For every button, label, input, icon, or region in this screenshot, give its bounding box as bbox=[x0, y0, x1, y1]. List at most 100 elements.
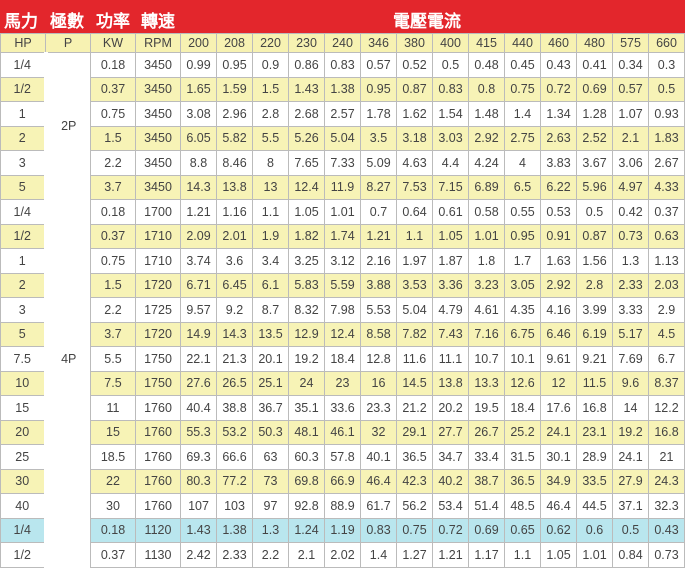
current-cell: 36.7 bbox=[252, 395, 289, 421]
rpm-cell: 3450 bbox=[135, 76, 181, 102]
rpm-cell: 3450 bbox=[135, 52, 181, 78]
current-cell: 107 bbox=[180, 493, 217, 519]
current-cell: 7.53 bbox=[396, 174, 433, 200]
rpm-cell: 1120 bbox=[135, 517, 181, 543]
current-cell: 1.01 bbox=[576, 542, 613, 568]
current-cell: 1.78 bbox=[360, 101, 397, 127]
current-cell: 13.8 bbox=[432, 370, 469, 396]
rpm-cell: 1760 bbox=[135, 395, 181, 421]
rpm-cell: 1700 bbox=[135, 199, 181, 225]
rpm-cell: 1760 bbox=[135, 493, 181, 519]
current-cell: 7.33 bbox=[324, 150, 361, 176]
current-cell: 1.43 bbox=[180, 517, 217, 543]
current-cell: 8.27 bbox=[360, 174, 397, 200]
current-cell: 1.4 bbox=[504, 101, 541, 127]
current-cell: 1.24 bbox=[288, 517, 325, 543]
current-cell: 5.59 bbox=[324, 272, 361, 298]
current-cell: 4.97 bbox=[612, 174, 649, 200]
column-header: 208 bbox=[216, 33, 253, 53]
current-cell: 0.41 bbox=[576, 52, 613, 78]
hp-cell: 1 bbox=[0, 101, 48, 127]
kw-cell: 1.5 bbox=[90, 272, 136, 298]
current-cell: 2.2 bbox=[252, 542, 289, 568]
current-cell: 34.9 bbox=[540, 468, 577, 494]
current-cell: 6.22 bbox=[540, 174, 577, 200]
current-cell: 5.96 bbox=[576, 174, 613, 200]
current-cell: 1.21 bbox=[360, 223, 397, 249]
current-cell: 38.8 bbox=[216, 395, 253, 421]
rpm-cell: 1760 bbox=[135, 444, 181, 470]
hp-cell: 25 bbox=[0, 444, 48, 470]
table-row: 1/2 0.37 3450 1.65 1.59 1.5 1.43 1.38 0.95 0.87 0.… bbox=[0, 76, 685, 102]
current-cell: 97 bbox=[252, 493, 289, 519]
current-cell: 12.4 bbox=[324, 321, 361, 347]
table-row: 25 18.5 1760 69.3 66.6 63 60.3 57.8 40.1 36.5 34.7… bbox=[0, 444, 685, 470]
current-cell: 2.1 bbox=[288, 542, 325, 568]
current-cell: 3.6 bbox=[216, 248, 253, 274]
column-header: 480 bbox=[576, 33, 613, 53]
current-cell: 1.43 bbox=[288, 76, 325, 102]
current-cell: 5.26 bbox=[288, 125, 325, 151]
hp-cell: 20 bbox=[0, 419, 48, 445]
current-cell: 14 bbox=[612, 395, 649, 421]
current-cell: 26.5 bbox=[216, 370, 253, 396]
current-cell: 46.1 bbox=[324, 419, 361, 445]
kw-cell: 0.37 bbox=[90, 223, 136, 249]
current-cell: 8.37 bbox=[648, 370, 685, 396]
current-cell: 4.16 bbox=[540, 297, 577, 323]
kw-cell: 22 bbox=[90, 468, 136, 494]
current-cell: 11.1 bbox=[432, 346, 469, 372]
kw-cell: 30 bbox=[90, 493, 136, 519]
current-cell: 57.8 bbox=[324, 444, 361, 470]
rpm-cell: 3450 bbox=[135, 125, 181, 151]
current-cell: 0.57 bbox=[360, 52, 397, 78]
kw-cell: 15 bbox=[90, 419, 136, 445]
current-cell: 12.6 bbox=[504, 370, 541, 396]
column-header: P bbox=[45, 33, 91, 53]
current-cell: 0.45 bbox=[504, 52, 541, 78]
current-cell: 0.52 bbox=[396, 52, 433, 78]
current-cell: 2.8 bbox=[252, 101, 289, 127]
current-cell: 4.63 bbox=[396, 150, 433, 176]
current-cell: 11.6 bbox=[396, 346, 433, 372]
current-cell: 0.62 bbox=[540, 517, 577, 543]
current-cell: 0.99 bbox=[180, 52, 217, 78]
rpm-cell: 1710 bbox=[135, 223, 181, 249]
current-cell: 0.86 bbox=[288, 52, 325, 78]
hp-cell: 1/4 bbox=[0, 52, 48, 78]
current-cell: 1.01 bbox=[468, 223, 505, 249]
rpm-cell: 1720 bbox=[135, 321, 181, 347]
current-cell: 13.3 bbox=[468, 370, 505, 396]
current-cell: 0.69 bbox=[576, 76, 613, 102]
hp-cell: 1/4 bbox=[0, 199, 48, 225]
table-row: 1 0.75 3450 3.08 2.96 2.8 2.68 2.57 1.78 1.62 1.54… bbox=[0, 101, 685, 127]
current-cell: 1.16 bbox=[216, 199, 253, 225]
current-cell: 56.2 bbox=[396, 493, 433, 519]
current-cell: 0.95 bbox=[360, 76, 397, 102]
current-cell: 11.5 bbox=[576, 370, 613, 396]
current-cell: 1.05 bbox=[288, 199, 325, 225]
hp-cell: 3 bbox=[0, 297, 48, 323]
current-cell: 69.3 bbox=[180, 444, 217, 470]
rpm-cell: 1760 bbox=[135, 419, 181, 445]
kw-cell: 0.75 bbox=[90, 248, 136, 274]
current-cell: 0.72 bbox=[432, 517, 469, 543]
current-cell: 5.04 bbox=[396, 297, 433, 323]
current-cell: 32.3 bbox=[648, 493, 685, 519]
current-cell: 66.9 bbox=[324, 468, 361, 494]
column-header: HP bbox=[0, 33, 46, 53]
current-cell: 2.42 bbox=[180, 542, 217, 568]
hp-cell: 1/2 bbox=[0, 76, 48, 102]
hp-cell: 1/4 bbox=[0, 517, 48, 543]
current-cell: 50.3 bbox=[252, 419, 289, 445]
current-cell: 2.03 bbox=[648, 272, 685, 298]
current-cell: 19.2 bbox=[288, 346, 325, 372]
current-cell: 4.79 bbox=[432, 297, 469, 323]
kw-cell: 3.7 bbox=[90, 174, 136, 200]
current-cell: 13.5 bbox=[252, 321, 289, 347]
rpm-cell: 1710 bbox=[135, 248, 181, 274]
current-cell: 19.5 bbox=[468, 395, 505, 421]
table-row: 2 1.5 1720 6.71 6.45 6.1 5.83 5.59 3.88 3.53 3.36 3… bbox=[0, 272, 685, 298]
current-cell: 0.7 bbox=[360, 199, 397, 225]
current-cell: 22.1 bbox=[180, 346, 217, 372]
